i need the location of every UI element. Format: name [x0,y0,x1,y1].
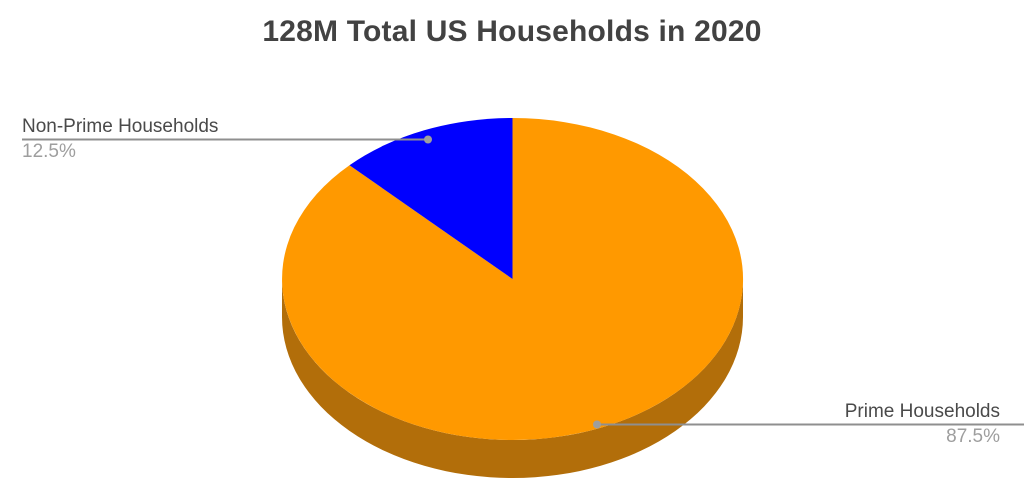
nonprime-label-pct: 12.5% [22,141,76,162]
pie-side [282,279,743,478]
prime-label-name: Prime Households [844,401,1000,422]
pie-slice-prime-households[interactable] [282,118,744,440]
prime-label: Prime Households 87.5% [845,401,1000,447]
nonprime-label-name: Non-Prime Households [22,116,219,137]
nonprime-label: Non-Prime Households 12.5% [22,116,218,162]
prime-callout-dot [593,420,601,429]
prime-label-pct: 87.5% [946,426,1000,447]
chart-title: 128M Total US Households in 2020 [262,15,762,48]
pie-slice-non-prime-households[interactable] [349,118,513,279]
nonprime-callout-dot [424,135,432,144]
